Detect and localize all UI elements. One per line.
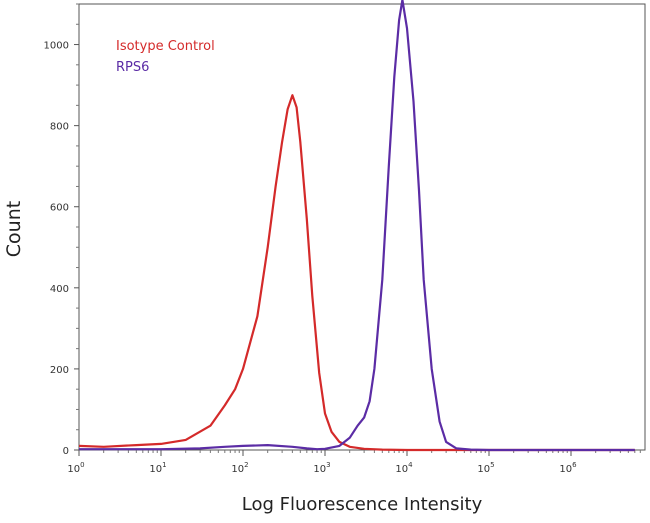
series-line-1 — [78, 94, 635, 452]
x-tick-label: 101 — [149, 461, 166, 475]
series-line-2 — [79, 0, 635, 452]
y-tick-label: 1000 — [44, 41, 69, 52]
y-axis: 0 200 400 600 800 1000 — [44, 3, 79, 457]
x-tick-label: 102 — [231, 461, 248, 475]
plot-border — [78, 3, 646, 451]
y-tick-label: 600 — [50, 203, 69, 214]
legend-entry-1: Isotype Control — [116, 39, 215, 54]
y-tick-label: 800 — [50, 122, 69, 133]
x-tick-label: 106 — [559, 461, 577, 475]
y-tick-label: 400 — [50, 284, 69, 295]
x-tick-label: 100 — [67, 461, 84, 475]
legend-entry-2: RPS6 — [116, 60, 149, 75]
x-axis-title: Log Fluorescence Intensity — [242, 494, 483, 515]
y-tick-label: 200 — [50, 365, 69, 376]
series-layer — [78, 0, 635, 452]
x-tick-label: 103 — [313, 461, 330, 475]
y-axis-title: Count — [3, 201, 25, 257]
x-tick-label: 105 — [477, 461, 494, 475]
x-tick-label: 104 — [395, 461, 413, 475]
x-axis: 100 101 102 103 104 105 106 — [67, 450, 641, 475]
legend: Isotype Control RPS6 — [116, 39, 215, 75]
plot-frame — [78, 3, 646, 451]
y-tick-label: 0 — [63, 446, 69, 457]
